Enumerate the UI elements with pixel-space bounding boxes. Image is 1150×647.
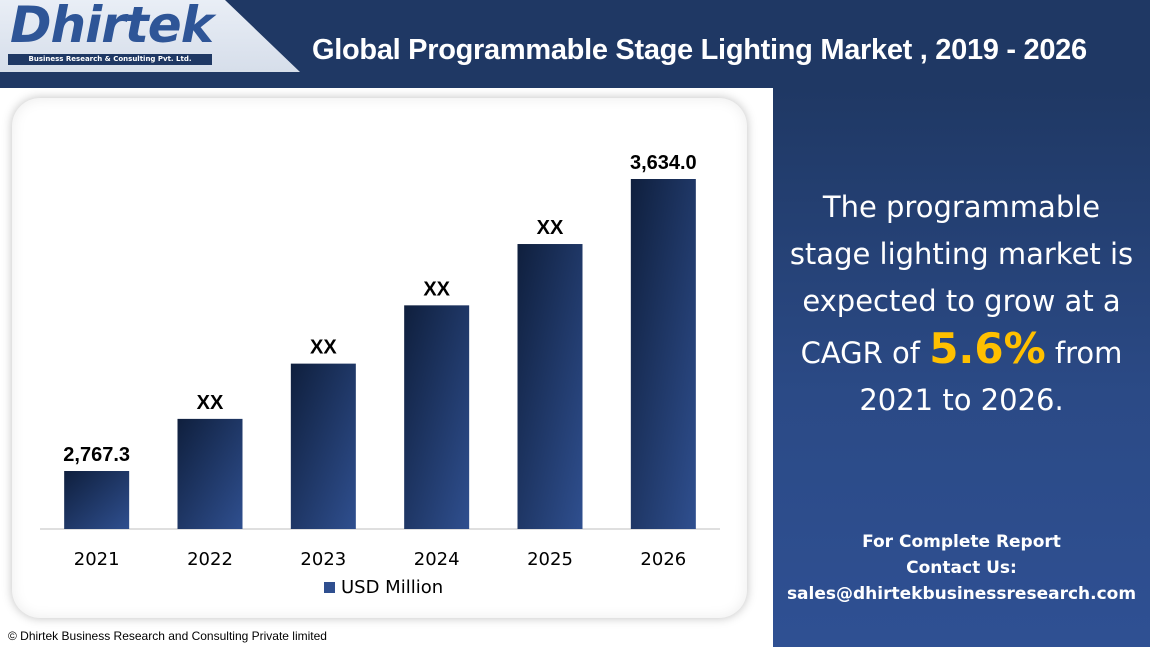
bar-2021 — [64, 471, 130, 529]
summary-line-4: CAGR of 5.6% from — [773, 325, 1150, 377]
x-tick-label-2021: 2021 — [74, 549, 120, 570]
data-label-2023: XX — [310, 337, 337, 359]
cagr-suffix: from — [1054, 336, 1123, 370]
company-logo: Dhirtek Business Research & Consulting P… — [6, 0, 218, 66]
bar-2025 — [517, 244, 583, 529]
page-title: Global Programmable Stage Lighting Marke… — [312, 34, 1087, 66]
x-tick-label-2025: 2025 — [527, 549, 573, 570]
x-tick-label-2024: 2024 — [414, 549, 460, 570]
contact-block: For Complete Report Contact Us: sales@dh… — [773, 529, 1150, 607]
contact-line-2: Contact Us: — [906, 558, 1017, 578]
x-tick-label-2022: 2022 — [187, 549, 233, 570]
logo-subtitle: Business Research & Consulting Pvt. Ltd. — [8, 54, 212, 65]
contact-email[interactable]: sales@dhirtekbusinessresearch.com — [786, 584, 1137, 604]
logo-wordmark: Dhirtek — [10, 0, 214, 54]
data-label-2025: XX — [537, 217, 564, 239]
bar-2023 — [290, 363, 356, 529]
cagr-prefix: CAGR of — [800, 336, 920, 370]
header-bar: Dhirtek Business Research & Consulting P… — [0, 0, 1150, 88]
summary-line-3: expected to grow at a — [802, 284, 1121, 318]
data-label-2026: 3,634.0 — [630, 152, 697, 174]
bar-2026 — [630, 179, 696, 529]
cagr-value: 5.6% — [929, 324, 1046, 373]
bar-2024 — [404, 305, 470, 529]
bar-2022 — [177, 418, 243, 529]
bar-chart: 2,767.3 2021 XX 2022 XX 2023 XX 2024 XX 2025 3,634… — [40, 152, 720, 598]
x-tick-label-2026: 2026 — [640, 549, 686, 570]
legend-label: USD Million — [341, 577, 443, 598]
summary-line-1: The programmable — [822, 190, 1101, 224]
data-label-2022: XX — [197, 392, 224, 414]
summary-panel: The programmable stage lighting market i… — [773, 88, 1150, 647]
chart-card: 2,767.3 2021 XX 2022 XX 2023 XX 2024 XX 2025 3,634… — [12, 98, 747, 618]
data-label-2021: 2,767.3 — [63, 444, 130, 466]
summary-line-2: stage lighting market is — [789, 237, 1134, 271]
x-tick-label-2023: 2023 — [300, 549, 346, 570]
legend-swatch — [324, 582, 335, 593]
data-label-2024: XX — [423, 278, 450, 300]
summary-text: The programmable stage lighting market i… — [773, 184, 1150, 424]
contact-line-1: For Complete Report — [862, 532, 1061, 552]
copyright-footer: © Dhirtek Business Research and Consulti… — [8, 629, 327, 643]
summary-line-5: 2021 to 2026. — [859, 383, 1064, 417]
